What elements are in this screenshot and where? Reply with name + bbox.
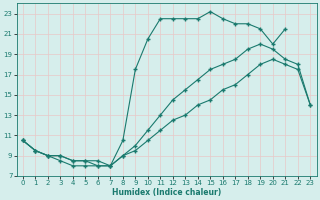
X-axis label: Humidex (Indice chaleur): Humidex (Indice chaleur) <box>112 188 221 197</box>
